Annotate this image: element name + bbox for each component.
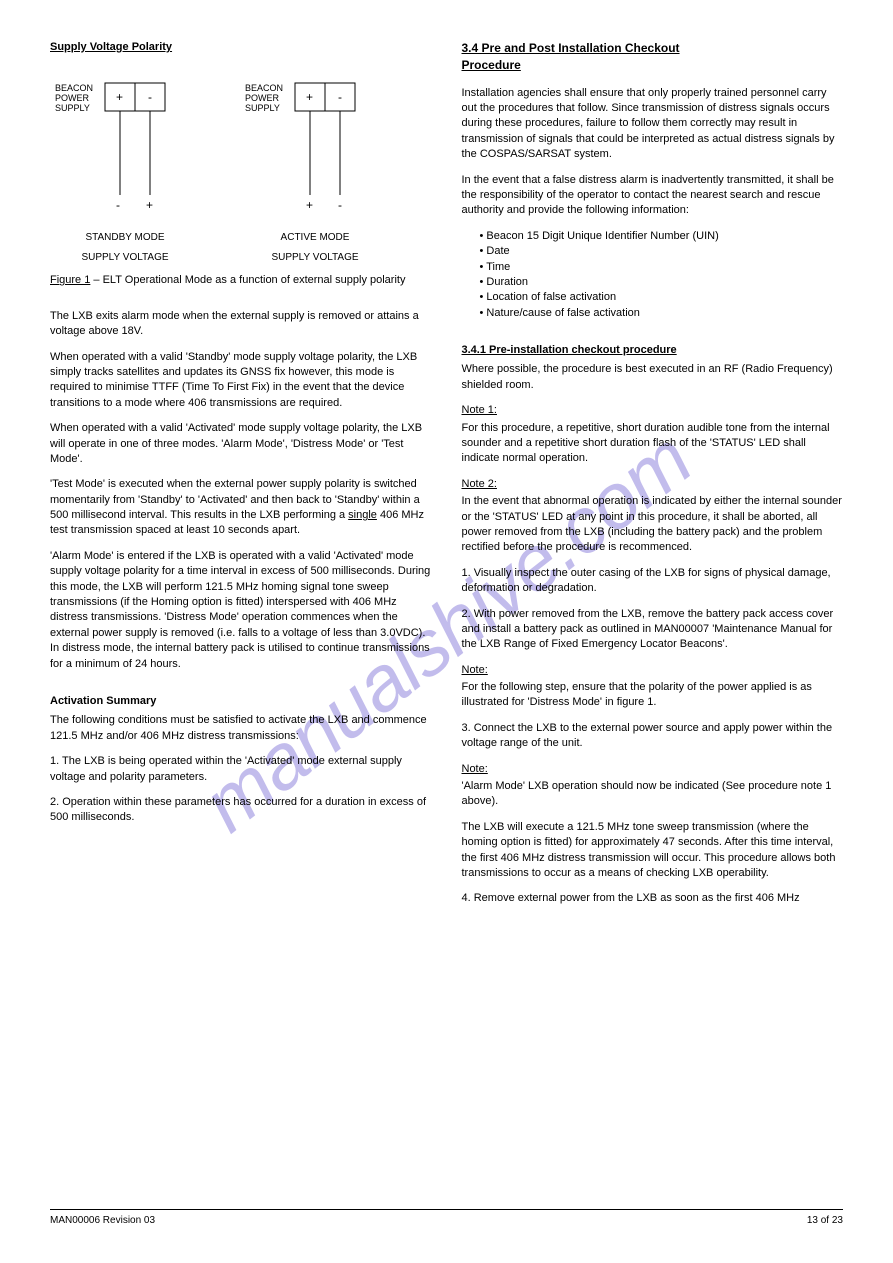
active-bottom-right: - (338, 198, 342, 212)
note-2-text: In the event that abnormal operation is … (462, 494, 844, 556)
active-caption-1: ACTIVE MODE (240, 231, 390, 245)
note-under-3-head: Note: (462, 762, 844, 777)
active-svg: BEACON POWER SUPPLY + - + - (240, 75, 390, 225)
figure-1-label: Figure 1 (50, 274, 90, 286)
beacon-label: BEACON (55, 83, 93, 93)
note-under-3-a: 'Alarm Mode' LXB operation should now be… (462, 779, 844, 810)
note-under-2-head: Note: (462, 663, 844, 678)
note-1-text: For this procedure, a repetitive, short … (462, 421, 844, 467)
note-2-head: Note 2: (462, 477, 844, 492)
right-column: 3.4 Pre and Post Installation Checkout P… (462, 40, 844, 917)
standby-bottom-right: + (146, 198, 153, 212)
list-item: • Time (480, 260, 844, 275)
section-3-4-heading: 3.4 Pre and Post Installation Checkout P… (462, 40, 844, 74)
activation-summary-heading: Activation Summary (50, 694, 432, 709)
footer-right: 13 of 23 (807, 1214, 843, 1228)
right-p6: 3. Connect the LXB to the external power… (462, 721, 844, 752)
pre-install-heading: 3.4.1 Pre-installation checkout procedur… (462, 343, 844, 358)
left-p8: 2. Operation within these parameters has… (50, 795, 432, 826)
note-under-2-text: For the following step, ensure that the … (462, 680, 844, 711)
supply-label-2: SUPPLY (245, 103, 280, 113)
active-diagram: BEACON POWER SUPPLY + - + - ACTIVE MODE … (240, 75, 390, 265)
standby-diagram: BEACON POWER SUPPLY + - - + STANDBY MODE… (50, 75, 200, 265)
right-p5: 2. With power removed from the LXB, remo… (462, 607, 844, 653)
list-item: • Date (480, 244, 844, 259)
left-p4: 'Test Mode' is executed when the externa… (50, 477, 432, 539)
list-item: • Duration (480, 275, 844, 290)
figure-1-text: – ELT Operational Mode as a function of … (90, 274, 405, 286)
footer-left: MAN00006 Revision 03 (50, 1214, 155, 1228)
left-p2: When operated with a valid 'Standby' mod… (50, 350, 432, 412)
info-list: • Beacon 15 Digit Unique Identifier Numb… (480, 229, 844, 321)
figure-1-caption: Figure 1 – ELT Operational Mode as a fun… (50, 273, 432, 288)
left-p7: 1. The LXB is being operated within the … (50, 754, 432, 785)
left-column: Supply Voltage Polarity BEACON POWER SUP… (50, 40, 432, 917)
main-content: Supply Voltage Polarity BEACON POWER SUP… (50, 40, 843, 917)
left-p3: When operated with a valid 'Activated' m… (50, 421, 432, 467)
supply-label: SUPPLY (55, 103, 90, 113)
right-p4: 1. Visually inspect the outer casing of … (462, 566, 844, 597)
standby-svg: BEACON POWER SUPPLY + - - + (50, 75, 200, 225)
active-caption-2: SUPPLY VOLTAGE (240, 251, 390, 265)
list-item: • Nature/cause of false activation (480, 306, 844, 321)
page-footer: MAN00006 Revision 03 13 of 23 (50, 1209, 843, 1228)
beacon-label-2: BEACON (245, 83, 283, 93)
note-1-head: Note 1: (462, 403, 844, 418)
right-p3: Where possible, the procedure is best ex… (462, 362, 844, 393)
left-p1: The LXB exits alarm mode when the extern… (50, 309, 432, 340)
active-top-left: + (306, 90, 313, 104)
right-p2: In the event that a false distress alarm… (462, 173, 844, 219)
standby-caption-1: STANDBY MODE (50, 231, 200, 245)
active-top-right: - (338, 90, 342, 104)
standby-bottom-left: - (116, 198, 120, 212)
right-p1: Installation agencies shall ensure that … (462, 86, 844, 163)
active-bottom-left: + (306, 198, 313, 212)
right-p7: 4. Remove external power from the LXB as… (462, 891, 844, 906)
standby-caption-2: SUPPLY VOLTAGE (50, 251, 200, 265)
list-item: • Location of false activation (480, 290, 844, 305)
standby-top-left: + (116, 90, 123, 104)
note-under-3-b: The LXB will execute a 121.5 MHz tone sw… (462, 820, 844, 882)
standby-top-right: - (148, 90, 152, 104)
left-p6: The following conditions must be satisfi… (50, 713, 432, 744)
diagram-row: BEACON POWER SUPPLY + - - + STANDBY MODE… (50, 75, 432, 265)
power-label-2: POWER (245, 93, 280, 103)
list-item: • Beacon 15 Digit Unique Identifier Numb… (480, 229, 844, 244)
supply-polarity-heading: Supply Voltage Polarity (50, 40, 432, 55)
left-p5: 'Alarm Mode' is entered if the LXB is op… (50, 549, 432, 672)
power-label: POWER (55, 93, 90, 103)
